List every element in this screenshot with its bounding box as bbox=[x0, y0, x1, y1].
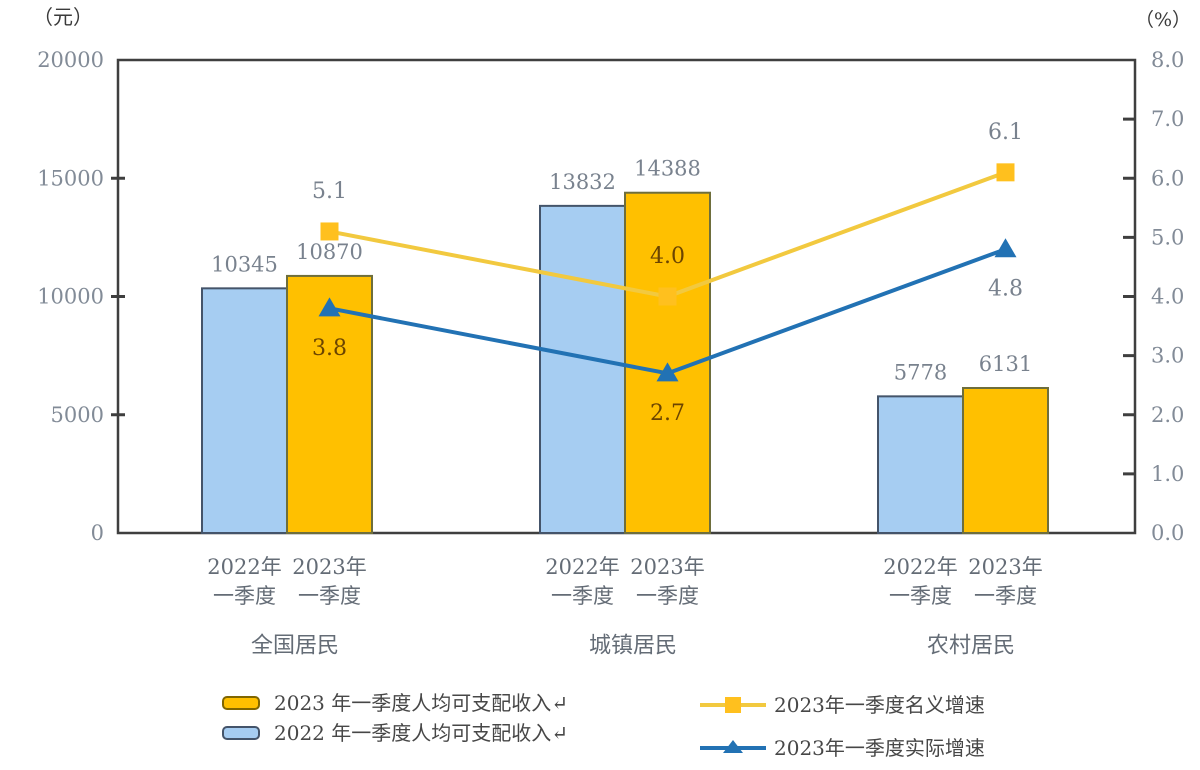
real-growth-line-icon bbox=[700, 736, 766, 760]
legend-row-nominal-growth: 2023年一季度名义增速 bbox=[700, 693, 985, 717]
x-tick-quarter: 一季度 bbox=[213, 584, 276, 608]
legend-label-real-growth: 2023年一季度实际增速 bbox=[774, 736, 985, 760]
right-axis-tick-label: 1.0 bbox=[1151, 462, 1184, 486]
category-label: 农村居民 bbox=[927, 634, 1015, 659]
bar-2023-g3 bbox=[962, 387, 1049, 535]
left-axis-tick-label: 5000 bbox=[51, 403, 104, 427]
left-axis-tick-label: 15000 bbox=[37, 166, 104, 190]
bar-value-label: 5778 bbox=[894, 360, 947, 384]
x-tick-quarter: 一季度 bbox=[551, 584, 614, 608]
left-axis-unit-label: （元） bbox=[33, 5, 93, 29]
legend-label-bar-2022: 2022 年一季度人均可支配收入↵ bbox=[274, 721, 569, 745]
bar-value-label: 10870 bbox=[296, 240, 363, 264]
right-axis-tick-label: 6.0 bbox=[1151, 166, 1184, 190]
legend-row-bar-2022: 2022 年一季度人均可支配收入↵ bbox=[222, 721, 568, 745]
legend-label-bar-2023: 2023 年一季度人均可支配收入↵ bbox=[274, 691, 569, 715]
right-axis-tick-label: 0.0 bbox=[1151, 521, 1184, 545]
left-axis-tick-label: 0 bbox=[91, 521, 104, 545]
right-axis-tick-label: 2.0 bbox=[1151, 403, 1184, 427]
right-axis-unit-label: （%） bbox=[1135, 9, 1191, 31]
x-tick-year-2023: 2023年 bbox=[968, 555, 1042, 579]
bar-value-label: 10345 bbox=[211, 252, 278, 276]
x-tick-quarter: 一季度 bbox=[889, 584, 952, 608]
nominal-marker-square bbox=[658, 287, 677, 306]
legend-row-bar-2023: 2023 年一季度人均可支配收入↵ bbox=[222, 691, 568, 715]
x-tick-year-2022: 2022年 bbox=[883, 555, 957, 579]
nominal-growth-label: 5.1 bbox=[312, 179, 347, 204]
x-tick-year-2023: 2023年 bbox=[292, 555, 366, 579]
x-tick-quarter: 一季度 bbox=[298, 584, 361, 608]
real-growth-label: 2.7 bbox=[650, 401, 685, 426]
real-marker-triangle bbox=[656, 362, 679, 382]
bar-value-label: 13832 bbox=[549, 170, 616, 194]
right-axis-tick-label: 3.0 bbox=[1151, 344, 1184, 368]
x-tick-quarter: 一季度 bbox=[636, 584, 699, 608]
real-marker-triangle bbox=[994, 238, 1017, 258]
nominal-marker-square bbox=[996, 163, 1015, 182]
right-axis-tick-label: 5.0 bbox=[1151, 225, 1184, 249]
bar-2022-g2 bbox=[539, 204, 626, 534]
nominal-growth-line-icon bbox=[700, 693, 766, 717]
real-growth-label: 3.8 bbox=[312, 336, 347, 361]
left-axis-tick-label: 10000 bbox=[37, 285, 104, 309]
right-axis-tick-label: 4.0 bbox=[1151, 285, 1184, 309]
bar-value-label: 6131 bbox=[979, 352, 1032, 376]
legend-swatch-2023 bbox=[222, 696, 260, 710]
legend-swatch-2022 bbox=[222, 726, 260, 740]
nominal-growth-label: 4.0 bbox=[650, 244, 685, 269]
bar-2022-g1 bbox=[201, 287, 288, 535]
triangle-marker-icon bbox=[723, 740, 743, 753]
bar-2022-g3 bbox=[877, 395, 964, 535]
bar-2023-g1 bbox=[286, 274, 373, 534]
category-label: 城镇居民 bbox=[589, 634, 677, 659]
x-tick-year-2022: 2022年 bbox=[545, 555, 619, 579]
legend-row-real-growth: 2023年一季度实际增速 bbox=[700, 736, 985, 760]
real-growth-label: 4.8 bbox=[988, 277, 1023, 302]
x-tick-year-2022: 2022年 bbox=[207, 555, 281, 579]
nominal-growth-label: 6.1 bbox=[988, 120, 1023, 145]
right-axis-tick-label: 8.0 bbox=[1151, 48, 1184, 72]
category-label: 全国居民 bbox=[251, 634, 339, 659]
real-marker-triangle bbox=[318, 297, 341, 317]
x-tick-quarter: 一季度 bbox=[974, 584, 1037, 608]
left-axis-tick-label: 20000 bbox=[37, 48, 104, 72]
x-tick-year-2023: 2023年 bbox=[630, 555, 704, 579]
legend-label-nominal-growth: 2023年一季度名义增速 bbox=[774, 693, 985, 717]
right-axis-tick-label: 7.0 bbox=[1151, 107, 1184, 131]
square-marker-icon bbox=[725, 697, 741, 713]
nominal-marker-square bbox=[320, 222, 339, 241]
bar-value-label: 14388 bbox=[634, 157, 701, 181]
